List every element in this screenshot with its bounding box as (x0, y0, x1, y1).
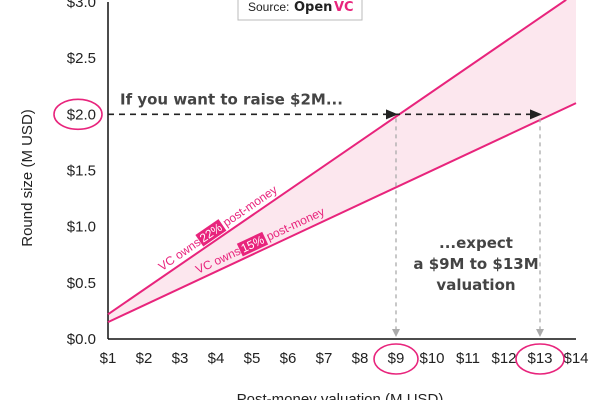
x-tick-label: $12 (491, 350, 516, 367)
valuation-guide-high-arrow (536, 329, 544, 337)
y-tick-label: $2.0 (67, 106, 96, 123)
x-tick-label: $9 (388, 350, 405, 367)
shaded-band (108, 0, 576, 323)
x-tick-label: $11 (456, 350, 480, 367)
series-line-15 (107, 102, 577, 324)
y-tick-label: $2.5 (67, 50, 96, 67)
y-tick-label: $0.0 (67, 331, 96, 348)
x-tick-label: $14 (563, 350, 588, 367)
circle-valuation-low (373, 343, 419, 375)
x-tick-label: $5 (244, 350, 261, 367)
circle-valuation-high (515, 343, 565, 375)
x-tick-label: $13 (527, 350, 552, 367)
arrowhead-low (386, 109, 398, 120)
source-brand-accent: VC (334, 0, 354, 15)
x-tick-label: $8 (352, 350, 369, 367)
expect-annotation-line: a $9M to $13M (413, 255, 538, 273)
raise-annotation: If you want to raise $2M... (120, 90, 343, 108)
series-label-15-highlight-box (236, 231, 269, 257)
source-brand: Open (294, 0, 332, 15)
x-tick-label: $2 (136, 350, 153, 367)
x-tick-label: $4 (208, 350, 225, 367)
y-tick-label: $1.0 (67, 219, 96, 236)
expect-annotation-line: valuation (436, 276, 515, 294)
x-tick-label: $10 (419, 350, 444, 367)
source-badge: Source: Open VC (237, 0, 363, 21)
x-tick-label: $3 (172, 350, 189, 367)
x-tick-label: $7 (316, 350, 333, 367)
x-tick-label: $6 (280, 350, 297, 367)
series-line-22 (107, 0, 567, 316)
valuation-guide-low-arrow (392, 329, 400, 337)
source-label: Source: (248, 0, 289, 14)
y-tick-label: $1.5 (67, 163, 96, 180)
y-axis-label: Round size (M USD) (19, 109, 36, 247)
series-label-22-highlight-box (195, 219, 227, 247)
x-tick-label: $1 (100, 350, 117, 367)
y-tick-label: $0.5 (67, 275, 96, 292)
circle-raise-amount (53, 98, 103, 131)
expect-annotation-line: ...expect (439, 234, 513, 252)
x-axis-label: Post-money valuation (M USD) (237, 391, 444, 400)
arrowhead-high (530, 109, 542, 120)
y-tick-label: $3.0 (67, 0, 96, 11)
